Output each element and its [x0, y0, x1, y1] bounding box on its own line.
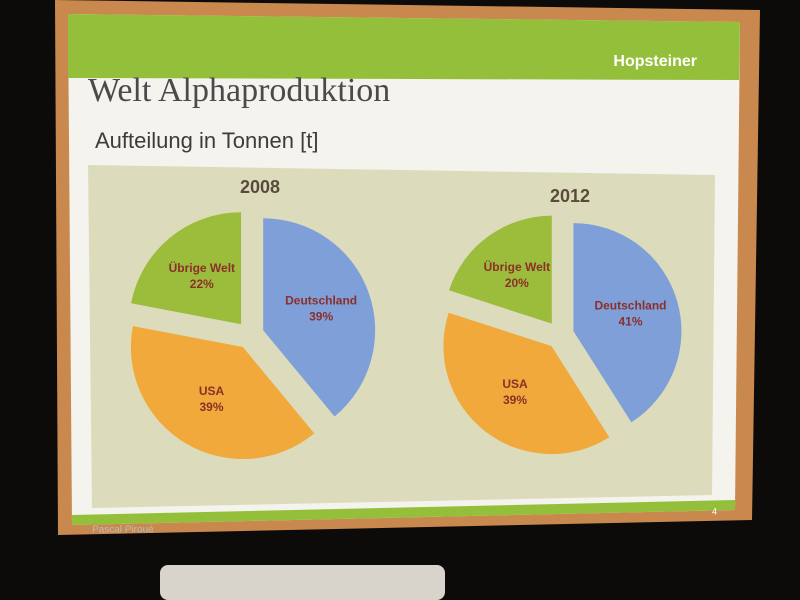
logo: Hopsteiner — [613, 53, 697, 70]
slice-label: Deutschland — [285, 294, 357, 308]
footer: Pascal Piroué — [92, 525, 154, 536]
slice-value-label: 39% — [200, 400, 224, 414]
slice-label: Übrige Welt — [484, 259, 550, 274]
pie-slice — [131, 212, 242, 325]
slice-value-label: 20% — [505, 276, 529, 290]
pie-slice — [449, 215, 552, 324]
footer-band — [72, 500, 735, 525]
pie-slice — [443, 312, 610, 455]
slice-label: Übrige Welt — [169, 260, 235, 275]
slice-label: USA — [502, 377, 528, 391]
slide-subtitle: Aufteilung in Tonnen [t] — [95, 128, 318, 153]
pie-slice — [263, 218, 376, 417]
slice-value-label: 22% — [190, 277, 214, 291]
pie-slice — [573, 223, 682, 423]
chart-title: 2008 — [240, 177, 280, 197]
slice-value-label: 39% — [309, 310, 333, 324]
projector — [160, 565, 445, 600]
slide-title: Welt Alphaproduktion — [88, 72, 390, 109]
page-number: 4 — [712, 506, 717, 516]
slice-label: USA — [199, 384, 225, 398]
slice-label: Deutschland — [594, 299, 666, 313]
slice-value-label: 39% — [503, 393, 527, 407]
slice-value-label: 41% — [618, 315, 642, 329]
header-band — [68, 14, 740, 80]
pie-slice — [130, 326, 315, 460]
chart-title: 2012 — [550, 186, 590, 206]
